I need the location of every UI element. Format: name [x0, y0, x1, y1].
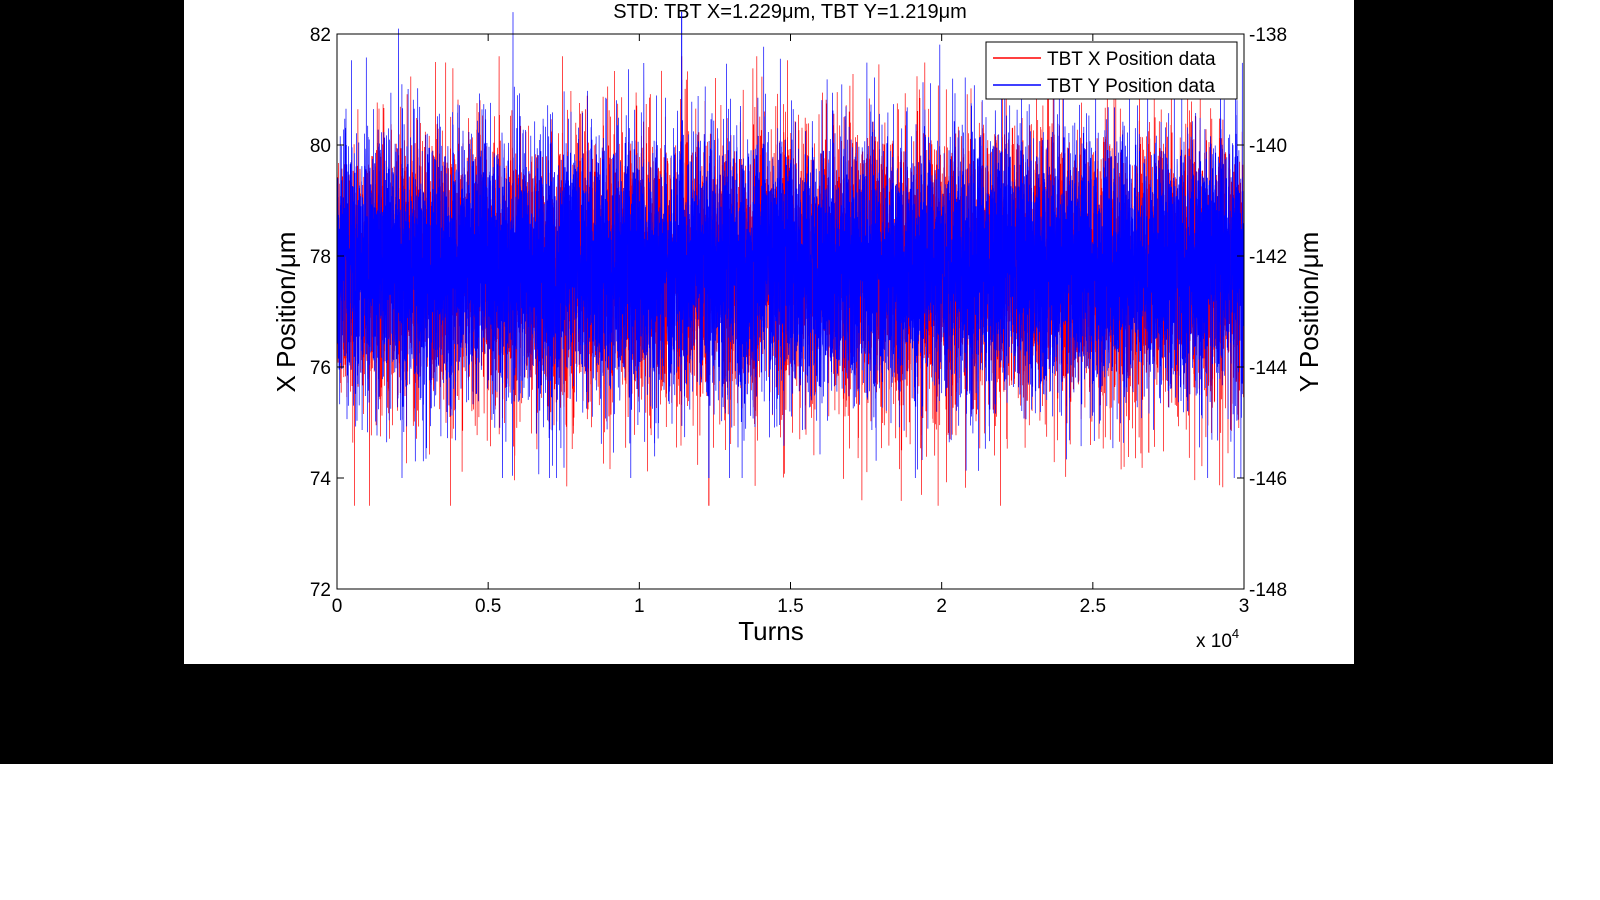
x-tick-label: 0: [332, 596, 343, 617]
legend: TBT X Position data TBT Y Position data: [985, 41, 1238, 100]
y-right-tick-label: -140: [1249, 136, 1287, 157]
plot-area: [336, 11, 1245, 590]
legend-box: [985, 41, 1238, 100]
x-axis-label: Turns: [738, 616, 804, 646]
x-tick-label: 2.5: [1080, 596, 1106, 617]
y-left-tick-label: 72: [310, 580, 331, 601]
y-left-tick-label: 76: [310, 358, 331, 379]
y-axis-left-label: X Position/μm: [271, 232, 301, 393]
x-tick-label: 2: [936, 596, 947, 617]
legend-label-x: TBT X Position data: [1047, 49, 1216, 70]
y-right-tick-label: -144: [1249, 358, 1287, 379]
y-right-tick-label: -142: [1249, 247, 1287, 268]
x-tick-label: 1.5: [777, 596, 803, 617]
x-axis-multiplier: x 104: [1196, 626, 1239, 652]
chart-title: STD: TBT X=1.229μm, TBT Y=1.219μm: [613, 1, 967, 23]
y-left-tick-label: 82: [310, 25, 331, 46]
y-left-tick-label: 80: [310, 136, 331, 157]
y-axis-left-ticks: 72 74 76 78 80 82: [310, 25, 344, 601]
y-right-tick-label: -148: [1249, 580, 1287, 601]
x-multiplier-exponent: 4: [1232, 626, 1239, 641]
x-tick-label: 1: [634, 596, 645, 617]
x-axis-ticks: 0 0.5 1 1.5 2 2.5 3: [332, 34, 1250, 617]
series-tbt-y: [336, 11, 1245, 479]
y-right-tick-label: -138: [1249, 25, 1287, 46]
x-multiplier-base: x 10: [1196, 631, 1232, 652]
y-axis-right-ticks: -148 -146 -144 -142 -140 -138: [1237, 25, 1287, 601]
y-right-tick-label: -146: [1249, 469, 1287, 490]
legend-label-y: TBT Y Position data: [1047, 76, 1215, 97]
y-left-tick-label: 78: [310, 247, 331, 268]
x-tick-label: 3: [1239, 596, 1250, 617]
y-axis-right-label: Y Position/μm: [1294, 232, 1324, 392]
series-line: [336, 12, 1245, 479]
y-left-tick-label: 74: [310, 469, 332, 490]
x-tick-label: 0.5: [475, 596, 501, 617]
